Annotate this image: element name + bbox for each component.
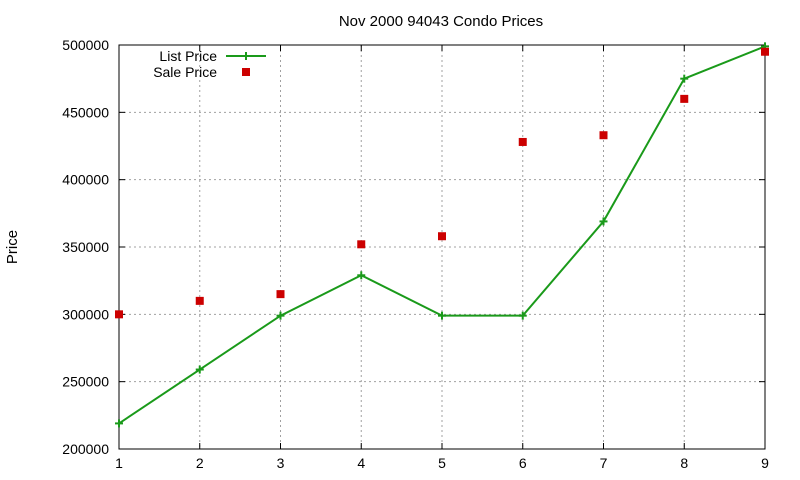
y-axis-label: Price — [4, 230, 21, 264]
axes: 1 2 3 4 5 6 7 8 9 200000 250000 300000 350000 400000 4… — [62, 37, 769, 471]
list-price-point — [680, 74, 689, 83]
y-tick-label: 350000 — [62, 239, 109, 255]
sale-price-point — [680, 94, 689, 103]
sale-price-series — [115, 47, 769, 319]
list-price-point — [518, 311, 527, 320]
list-price-legend-marker — [242, 52, 250, 60]
chart-title: Nov 2000 94043 Condo Prices — [339, 13, 543, 30]
list-price-point — [115, 419, 123, 428]
sale-price-point — [438, 232, 446, 241]
y-tick-label: 500000 — [62, 37, 109, 53]
x-tick-label: 3 — [277, 455, 285, 471]
y-tick-label: 200000 — [62, 441, 109, 457]
list-price-point — [357, 271, 366, 280]
x-tick-label: 7 — [600, 455, 608, 471]
sale-price-legend-marker — [242, 68, 250, 76]
y-tick-label: 300000 — [62, 306, 109, 322]
sale-price-point — [115, 310, 123, 319]
sale-price-point — [276, 290, 285, 299]
sale-price-legend-label: Sale Price — [153, 64, 217, 80]
list-price-series — [115, 42, 769, 428]
plot-area — [115, 42, 769, 428]
sale-price-point — [599, 131, 608, 140]
list-price-point — [438, 311, 446, 320]
list-price-legend-label: List Price — [159, 48, 217, 64]
sale-price-point — [195, 296, 204, 305]
sale-price-point — [518, 137, 527, 146]
x-tick-label: 6 — [519, 455, 527, 471]
list-price-point — [276, 311, 285, 320]
x-tick-label: 9 — [761, 455, 769, 471]
y-tick-label: 450000 — [62, 104, 109, 120]
x-tick-label: 2 — [196, 455, 204, 471]
y-tick-label: 250000 — [62, 374, 109, 390]
x-tick-label: 8 — [680, 455, 688, 471]
sale-price-point — [761, 47, 769, 56]
list-price-point — [195, 365, 204, 374]
sale-price-point — [357, 240, 366, 249]
grid — [119, 45, 765, 449]
x-tick-label: 5 — [438, 455, 446, 471]
x-tick-label: 1 — [115, 455, 123, 471]
x-tick-label: 4 — [357, 455, 365, 471]
list-price-point — [599, 217, 608, 226]
y-tick-label: 400000 — [62, 172, 109, 188]
